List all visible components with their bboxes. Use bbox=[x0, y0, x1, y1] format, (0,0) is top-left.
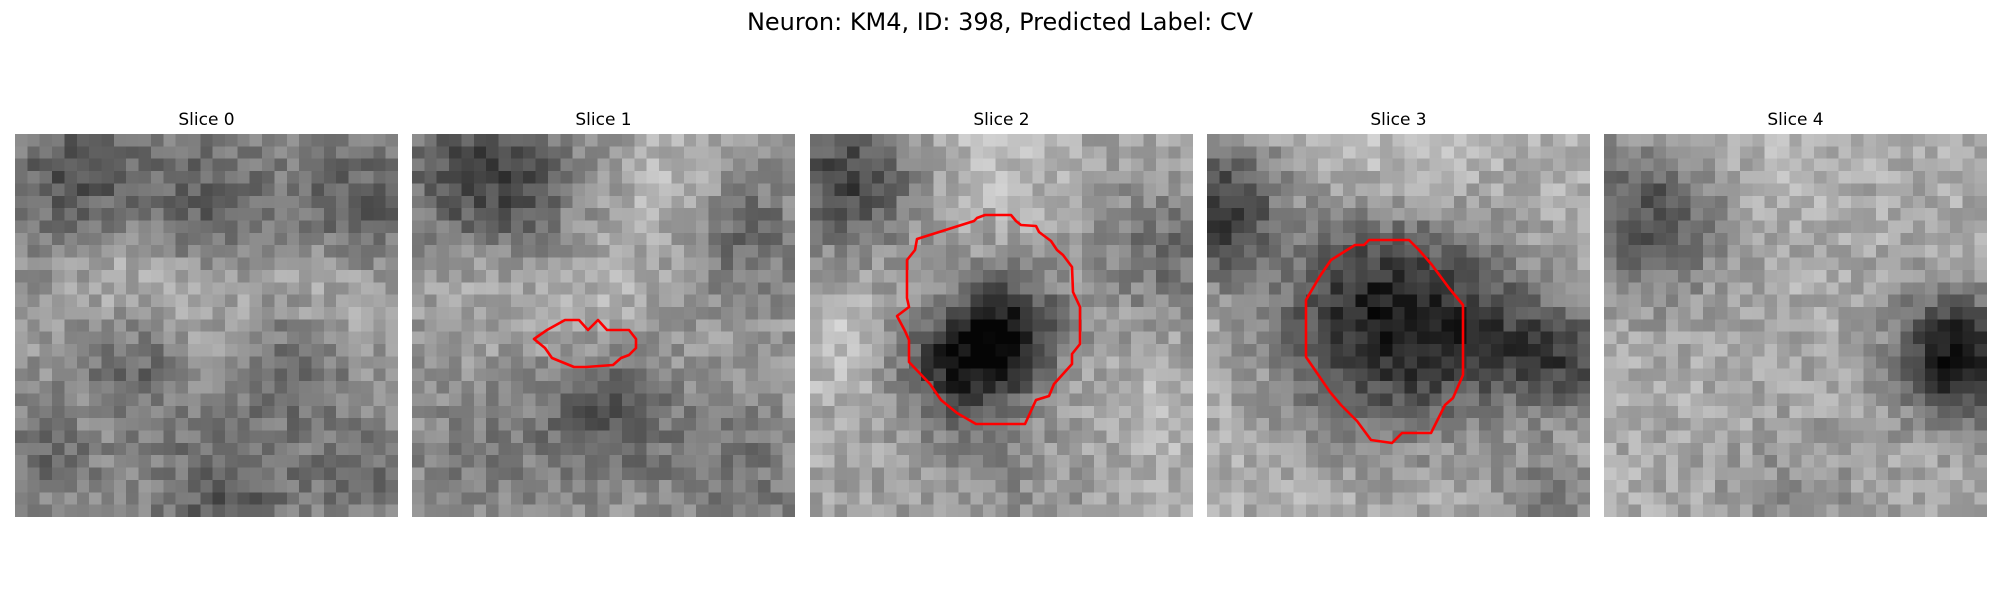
slice-image-1 bbox=[412, 134, 795, 517]
slice-title-1: Slice 1 bbox=[575, 110, 632, 130]
slice-title-4: Slice 4 bbox=[1767, 110, 1824, 130]
figure-title: Neuron: KM4, ID: 398, Predicted Label: C… bbox=[746, 8, 1254, 36]
slice-title-0: Slice 0 bbox=[178, 110, 235, 130]
slice-image-0 bbox=[15, 134, 398, 517]
slice-title-3: Slice 3 bbox=[1370, 110, 1427, 130]
slice-image-3 bbox=[1207, 134, 1590, 517]
slice-title-2: Slice 2 bbox=[973, 110, 1030, 130]
slice-image-4 bbox=[1604, 134, 1987, 517]
slice-image-2 bbox=[810, 134, 1193, 517]
